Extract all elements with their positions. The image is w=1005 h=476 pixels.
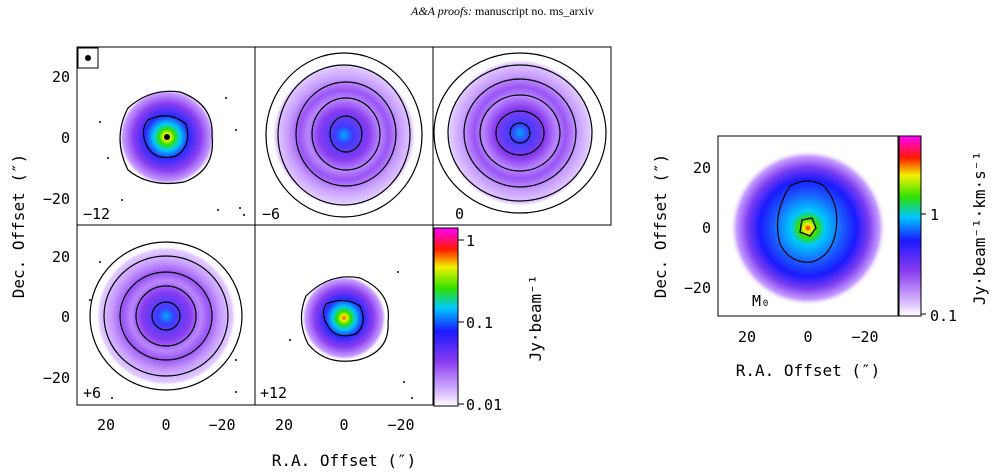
journal-name: A&A proofs:	[411, 4, 473, 18]
running-header: A&A proofs: manuscript no. ms_arxiv	[0, 4, 1005, 19]
emission-map	[272, 63, 416, 207]
contour	[119, 90, 214, 185]
channel-panel-m12: −12	[76, 46, 256, 226]
x-tick: 20	[738, 328, 756, 346]
panel-label: 0	[455, 205, 464, 223]
colorbar-tick: 1	[466, 232, 475, 250]
y-axis-label: Dec. Offset (″)	[651, 154, 670, 299]
manuscript-id: manuscript no. ms_arxiv	[475, 4, 594, 18]
left-x-ticks: 20 0 −20 20 0 −20	[97, 416, 415, 434]
panel-label: +6	[83, 384, 101, 402]
panel-label: +12	[260, 384, 287, 402]
x-tick: −20	[851, 328, 878, 346]
colorbar-channels: 1 0.1 0.01 Jy·beam⁻¹	[433, 227, 545, 414]
x-tick: −20	[387, 416, 414, 434]
emission-map	[730, 150, 886, 306]
colorbar-tick: 0.1	[466, 314, 493, 332]
contour	[300, 276, 390, 362]
y-tick: −20	[43, 190, 70, 208]
right-y-ticks: 20 0 −20	[684, 159, 711, 297]
emission-map	[96, 246, 236, 386]
x-tick: −20	[208, 416, 235, 434]
colorbar-label: Jy·beam⁻¹·km·s⁻¹	[970, 151, 989, 305]
contour	[89, 241, 243, 391]
x-tick: 20	[275, 416, 293, 434]
channel-panel-m6: −6	[254, 46, 434, 226]
colorbar-label: Jy·beam⁻¹	[526, 275, 545, 362]
colorbar-tick: 0.1	[930, 307, 957, 325]
left-y-ticks: 20 0 −20 20 0 −20	[43, 68, 70, 387]
y-tick: 0	[702, 219, 711, 237]
channel-panel-0: 0	[432, 46, 612, 226]
panel-label: M₀	[752, 292, 770, 310]
contour	[265, 52, 423, 218]
channel-panel-p6: +6	[76, 224, 256, 406]
y-tick: 20	[52, 248, 70, 266]
x-axis-label: R.A. Offset (″)	[736, 361, 881, 380]
y-tick: 0	[61, 129, 70, 147]
colorbar-moment0: 1 0.1 Jy·beam⁻¹·km·s⁻¹	[898, 135, 989, 325]
y-tick: 20	[52, 68, 70, 86]
y-tick: −20	[684, 279, 711, 297]
channel-panel-p12: +12	[254, 224, 434, 406]
x-tick: 0	[803, 328, 812, 346]
y-tick: 0	[61, 308, 70, 326]
x-tick: 0	[161, 416, 170, 434]
y-tick: −20	[43, 369, 70, 387]
x-tick: 0	[339, 416, 348, 434]
panel-label: −6	[262, 205, 280, 223]
x-tick: 20	[97, 416, 115, 434]
x-axis-label: R.A. Offset (″)	[272, 451, 417, 470]
moment0-panel: M₀	[717, 135, 899, 317]
emission-map	[446, 59, 594, 207]
colorbar-tick: 0.01	[466, 396, 502, 414]
colorbar-tick: 1	[930, 206, 939, 224]
beam-box	[77, 47, 99, 69]
emission-map	[302, 276, 386, 360]
contour	[433, 52, 607, 214]
panel-label: −12	[83, 205, 110, 223]
contour	[777, 180, 838, 263]
right-x-ticks: 20 0 −20	[738, 328, 879, 346]
y-axis-label: Dec. Offset (″)	[9, 154, 28, 299]
y-tick: 20	[693, 159, 711, 177]
